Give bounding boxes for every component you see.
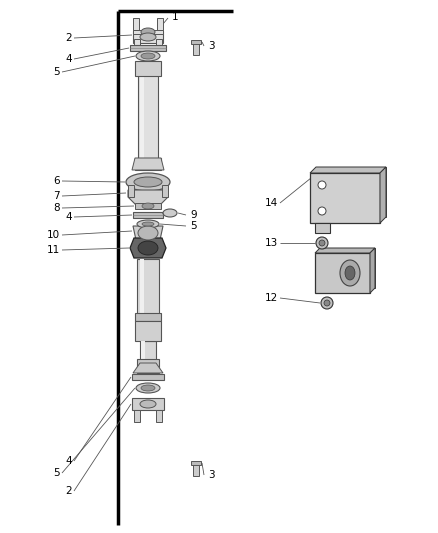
Polygon shape [310, 167, 386, 173]
Text: 5: 5 [53, 67, 60, 77]
Polygon shape [157, 18, 163, 30]
Polygon shape [320, 248, 375, 288]
Ellipse shape [134, 177, 162, 187]
Ellipse shape [138, 226, 158, 240]
Bar [137, 359, 159, 373]
Polygon shape [380, 167, 386, 223]
Text: 2: 2 [65, 33, 72, 43]
Text: 9: 9 [190, 210, 197, 220]
Ellipse shape [142, 203, 154, 209]
Polygon shape [134, 410, 140, 422]
Bar [193, 43, 199, 55]
Bar [130, 45, 166, 51]
Polygon shape [156, 410, 162, 422]
Text: 3: 3 [208, 41, 215, 51]
Ellipse shape [140, 33, 156, 41]
Text: 12: 12 [265, 293, 278, 303]
Text: 4: 4 [65, 54, 72, 64]
Ellipse shape [318, 181, 326, 189]
Polygon shape [133, 226, 163, 240]
Polygon shape [133, 18, 139, 30]
Polygon shape [130, 238, 166, 258]
Ellipse shape [137, 220, 159, 228]
Text: 4: 4 [65, 212, 72, 222]
Ellipse shape [138, 241, 158, 255]
Polygon shape [316, 167, 386, 217]
Polygon shape [133, 31, 163, 43]
Ellipse shape [324, 300, 330, 306]
Ellipse shape [340, 260, 360, 286]
Bar [133, 212, 163, 218]
Bar [140, 61, 144, 163]
Ellipse shape [136, 51, 160, 61]
Text: 8: 8 [53, 203, 60, 213]
Text: 5: 5 [190, 221, 197, 231]
Bar [138, 61, 158, 163]
Ellipse shape [140, 400, 156, 408]
Polygon shape [128, 190, 168, 205]
Ellipse shape [142, 222, 154, 226]
Polygon shape [132, 158, 164, 170]
Text: 13: 13 [265, 238, 278, 248]
Text: 1: 1 [172, 12, 179, 22]
Polygon shape [133, 30, 163, 34]
Polygon shape [315, 248, 375, 253]
Bar [141, 341, 145, 363]
Ellipse shape [141, 385, 155, 391]
Text: 5: 5 [53, 468, 60, 478]
Ellipse shape [319, 240, 325, 246]
Polygon shape [156, 39, 162, 51]
Bar [140, 341, 156, 363]
Bar [135, 313, 161, 321]
Ellipse shape [126, 173, 170, 191]
Polygon shape [128, 185, 134, 197]
Ellipse shape [318, 207, 326, 215]
Ellipse shape [141, 53, 155, 59]
Bar [191, 461, 201, 465]
Text: 14: 14 [265, 198, 278, 208]
Bar [140, 259, 144, 319]
Polygon shape [133, 363, 163, 373]
Text: 2: 2 [65, 486, 72, 496]
Bar [135, 61, 161, 76]
Text: 3: 3 [208, 470, 215, 480]
Polygon shape [310, 173, 380, 223]
Polygon shape [162, 185, 168, 197]
Bar [132, 374, 164, 380]
Ellipse shape [141, 28, 155, 36]
Bar [191, 40, 201, 44]
Ellipse shape [345, 266, 355, 280]
Ellipse shape [321, 297, 333, 309]
Polygon shape [315, 253, 370, 293]
Text: 4: 4 [65, 456, 72, 466]
Ellipse shape [136, 383, 160, 393]
Polygon shape [315, 223, 330, 233]
Bar [135, 203, 161, 209]
Ellipse shape [316, 237, 328, 249]
Text: 11: 11 [47, 245, 60, 255]
Bar [137, 259, 159, 319]
Bar [135, 321, 161, 341]
Polygon shape [132, 398, 164, 410]
Ellipse shape [163, 209, 177, 217]
Polygon shape [370, 248, 375, 293]
Text: 6: 6 [53, 176, 60, 186]
Text: 7: 7 [53, 191, 60, 201]
Bar [135, 158, 161, 170]
Text: 10: 10 [47, 230, 60, 240]
Bar [193, 464, 199, 476]
Polygon shape [134, 39, 140, 51]
